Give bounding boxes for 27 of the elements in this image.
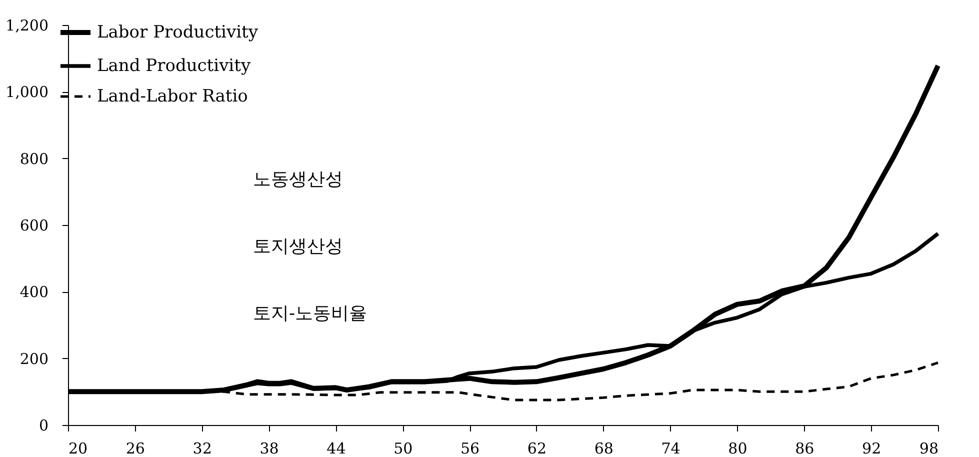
y-tick-label: 600	[20, 216, 48, 234]
y-tick-label: 1,000	[6, 83, 48, 102]
legend-label: Land-Labor Ratio	[97, 86, 248, 106]
x-tick-label: 32	[192, 440, 212, 457]
x-tick-label: 92	[862, 440, 882, 457]
x-tick-label: 56	[460, 440, 480, 457]
x-tick-label: 44	[326, 440, 346, 457]
annotation: 토지생산성	[253, 236, 343, 257]
annotation: 토지-노동비율	[253, 303, 368, 324]
x-tick-label: 62	[527, 440, 547, 457]
x-tick-label: 38	[260, 440, 279, 457]
x-tick-label: 20	[68, 440, 88, 457]
x-tick-label: 86	[795, 440, 814, 457]
x-tick-label: 80	[728, 440, 748, 457]
y-tick-label: 1,200	[6, 16, 48, 34]
x-tick-label: 98	[919, 440, 938, 457]
y-tick-label: 400	[20, 283, 48, 302]
y-tick-label: 200	[20, 350, 48, 368]
x-tick-label: 68	[594, 440, 614, 457]
y-tick-label: 0	[38, 416, 48, 434]
annotation: 노동생산성	[253, 169, 343, 190]
x-tick-label: 50	[394, 440, 413, 457]
legend-label: Labor Productivity	[97, 22, 258, 42]
legend-label: Land Productivity	[97, 56, 251, 76]
x-tick-label: 74	[661, 440, 680, 457]
y-tick-label: 800	[20, 150, 48, 168]
x-tick-label: 26	[126, 440, 145, 457]
